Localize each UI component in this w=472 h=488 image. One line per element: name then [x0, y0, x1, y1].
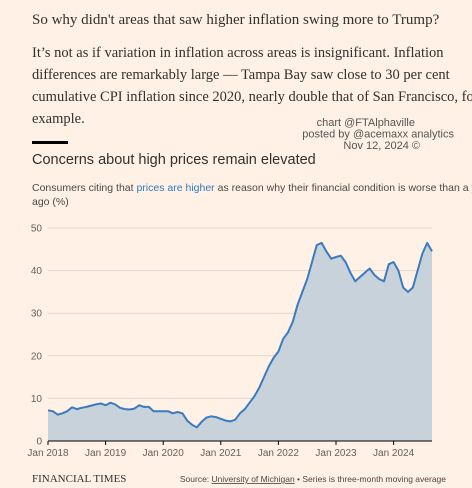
- subtitle-text: ago (%): [32, 196, 69, 208]
- chart-subtitle: Consumers citing that prices are higher …: [32, 182, 472, 208]
- y-tick-label: 30: [31, 309, 43, 320]
- plot: 0 10 20 30 40 50 Jan 2018 Jan 2019 Jan 2020 Jan 2…: [27, 224, 433, 459]
- area: [48, 242, 432, 441]
- x-tick-label: Jan 2018: [27, 448, 69, 459]
- source: Source: University of Michigan • Series …: [180, 474, 446, 484]
- question: So why didn't areas that saw higher infl…: [32, 12, 440, 28]
- x-tick-label: Jan 2024: [373, 448, 415, 459]
- paragraph-line: differences are remarkably large — Tampa…: [32, 67, 450, 83]
- brand: FINANCIAL TIMES: [32, 473, 126, 485]
- x-tick-label: Jan 2019: [85, 448, 127, 459]
- paragraph-line: example.: [32, 111, 85, 127]
- y-tick-label: 20: [31, 351, 43, 362]
- subtitle-highlight: prices are higher: [136, 182, 215, 194]
- x-tick-label: Jan 2023: [315, 448, 357, 459]
- y-tick-label: 40: [31, 266, 43, 277]
- paragraph: It’s not as if variation in inflation ac…: [32, 45, 472, 127]
- y-tick-label: 10: [31, 394, 43, 405]
- source-text: • Series is three-month moving average: [295, 474, 447, 484]
- watermark-line: posted by @acemaxx analytics: [302, 129, 454, 141]
- source-text: Source:: [180, 474, 212, 484]
- paragraph-line: cumulative CPI inflation since 2020, nea…: [32, 89, 472, 105]
- y-tick-label: 50: [31, 224, 43, 235]
- title-bar: [32, 141, 68, 144]
- subtitle-text: Consumers citing that: [32, 182, 136, 194]
- line: [47, 241, 433, 429]
- source-link[interactable]: University of Michigan: [212, 474, 295, 484]
- y-tick-label: 0: [36, 437, 42, 448]
- watermark-line: Nov 12, 2024 ©: [343, 140, 420, 152]
- subtitle-text: as reason why their financial condition …: [215, 182, 472, 194]
- x-tick-label: Jan 2021: [200, 448, 242, 459]
- watermark-line: chart @FTAlphaville: [317, 117, 415, 129]
- chart-title: Concerns about high prices remain elevat…: [32, 152, 316, 168]
- x-tick-label: Jan 2022: [258, 448, 300, 459]
- paragraph-line: It’s not as if variation in inflation ac…: [32, 45, 444, 61]
- x-tick-label: Jan 2020: [143, 448, 185, 459]
